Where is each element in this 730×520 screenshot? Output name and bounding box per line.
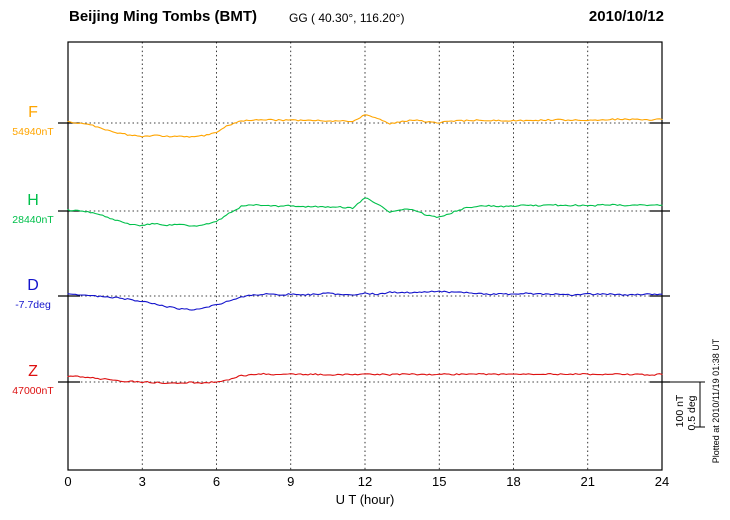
- channel-label-d: D: [27, 277, 39, 294]
- scalebar-label-deg: 0.5 deg: [686, 395, 698, 431]
- x-tick-0: 0: [64, 474, 72, 489]
- x-tick-21: 21: [580, 474, 595, 489]
- x-tick-12: 12: [357, 474, 373, 489]
- x-tick-6: 6: [212, 474, 221, 489]
- channel-label-f: F: [28, 104, 38, 121]
- x-tick-15: 15: [432, 474, 447, 489]
- channel-label-z: Z: [28, 363, 38, 380]
- scalebar-label-nt: 100 nT: [674, 394, 686, 428]
- x-tick-9: 9: [287, 474, 295, 489]
- trace-Z: [67, 372, 663, 385]
- plot-date: 2010/10/12: [588, 8, 664, 25]
- trace-H: [67, 197, 663, 227]
- channel-baseline-f: 54940nT: [12, 126, 54, 138]
- trace-F: [67, 114, 663, 138]
- channel-baseline-h: 28440nT: [12, 214, 54, 226]
- plotted-at-note: Plotted at 2010/11/19 01:38 UT: [711, 338, 721, 464]
- x-axis-label: U T (hour): [335, 492, 395, 507]
- x-tick-24: 24: [654, 474, 670, 489]
- trace-D: [67, 290, 663, 311]
- channel-baseline-z: 47000nT: [12, 385, 54, 397]
- station-title: Beijing Ming Tombs (BMT): [69, 8, 258, 25]
- station-coordinates: GG ( 40.30°, 116.20°): [289, 11, 405, 25]
- channel-label-h: H: [27, 192, 39, 209]
- channel-baseline-d: -7.7deg: [15, 299, 51, 311]
- x-tick-18: 18: [506, 474, 521, 489]
- x-tick-3: 3: [138, 474, 146, 489]
- plot-frame: [67, 41, 663, 471]
